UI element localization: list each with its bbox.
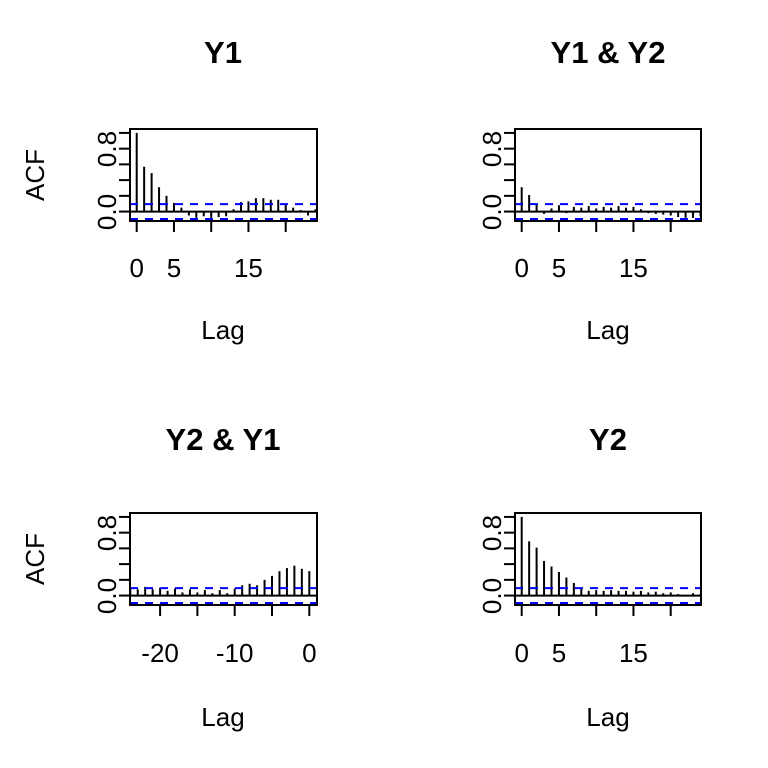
acf-panel-3 [504,512,702,616]
plot-box [129,128,318,222]
plot-box [514,512,702,606]
x-tick-label: 5 [551,638,567,668]
panel-title-y1-y2: Y1 & Y2 [550,35,666,70]
y-tick-label: 0.8 [477,130,507,167]
panel-title-y1: Y1 [204,35,242,70]
x-axis-label-lag-top-left: Lag [201,315,245,345]
y-tick-label: 0.0 [477,193,507,230]
x-tick-label: 15 [618,638,648,668]
x-axis-label-lag-bottom-right: Lag [586,702,630,732]
y-tick-label: 0.8 [92,514,122,551]
plot-box [129,512,318,606]
y-axis-label-acf-top: ACF [20,149,50,201]
acf-panel-1 [504,128,702,232]
x-tick-label: 0 [514,253,529,283]
y-tick-label: 0.0 [92,193,122,230]
y-axis-label-acf-bottom: ACF [20,533,50,585]
x-tick-label: 0 [129,253,144,283]
x-tick-label: 15 [233,253,263,283]
x-axis-label-lag-bottom-left: Lag [201,702,245,732]
plot-box [514,128,702,222]
x-tick-label: 15 [618,253,648,283]
y-tick-label: 0.0 [477,577,507,614]
x-axis-label-lag-top-right: Lag [586,315,630,345]
x-tick-label: 5 [551,253,567,283]
panel-title-y2: Y2 [589,422,627,457]
x-tick-label: -10 [215,638,254,668]
x-tick-label: 0 [514,638,529,668]
y-tick-label: 0.8 [477,514,507,551]
x-tick-label: 0 [302,638,317,668]
panel-title-y2-y1: Y2 & Y1 [165,422,281,457]
x-tick-label: 5 [166,253,182,283]
x-tick-label: -20 [141,638,179,668]
acf-panel-0 [119,128,318,232]
y-tick-label: 0.8 [92,130,122,167]
y-tick-label: 0.0 [92,577,122,614]
acf-panel-2 [119,512,318,616]
